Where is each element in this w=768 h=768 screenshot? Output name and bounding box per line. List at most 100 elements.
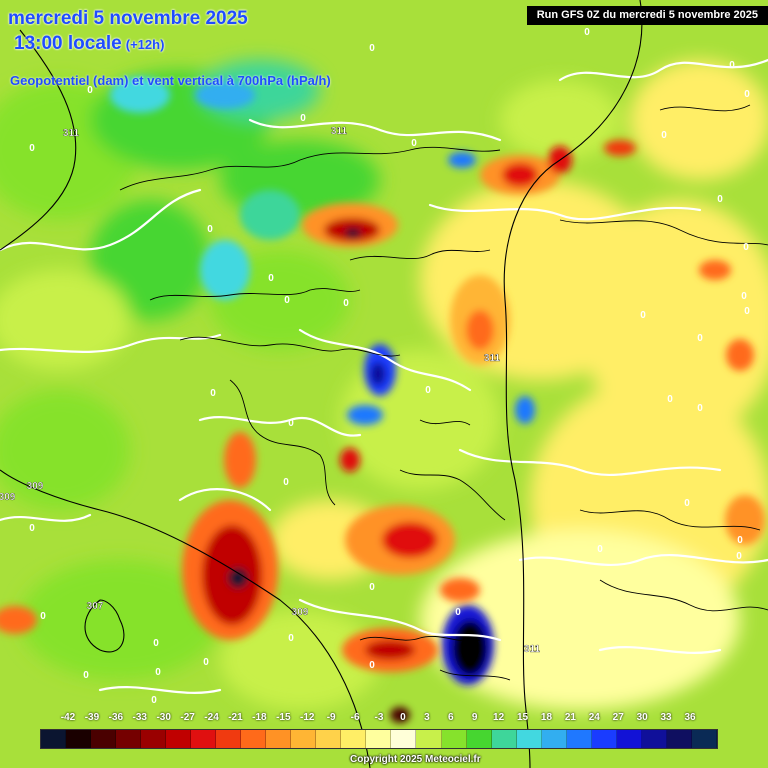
lead-time: (+12h) <box>125 37 165 52</box>
legend-tick-label: -3 <box>374 712 384 723</box>
zero-label: 0 <box>455 607 461 618</box>
zero-label: 0 <box>210 388 216 399</box>
zero-label: 0 <box>697 403 703 414</box>
zero-label: 0 <box>284 295 290 306</box>
zero-contours <box>0 58 768 694</box>
legend-color-cell <box>141 730 167 748</box>
legend-ticks: -42 -39 -36 -33 -30 -27 -24 -21 -18 -15 -12 -9 -6 -3 0… <box>40 712 718 726</box>
legend-color-cell <box>266 730 292 748</box>
zero-label: 0 <box>369 660 375 671</box>
zero-label: 0 <box>300 113 306 124</box>
legend-color-cell <box>691 730 717 748</box>
legend-tick-label: 21 <box>564 712 576 723</box>
zero-label: 0 <box>288 418 294 429</box>
legend-color-cell <box>566 730 592 748</box>
geopotential-label: 309 <box>27 481 44 492</box>
zero-label: 0 <box>697 333 703 344</box>
field-description: Geopotentiel (dam) et vent vertical à 70… <box>10 73 331 88</box>
forecast-time: 13:00 locale (+12h) <box>14 33 164 55</box>
descent-areas <box>0 140 765 723</box>
legend-tick-label: 36 <box>684 712 696 723</box>
legend-color-cell <box>616 730 642 748</box>
legend-tick-label: -15 <box>276 712 291 723</box>
zero-label: 0 <box>203 657 209 668</box>
zero-label: 0 <box>640 310 646 321</box>
legend-tick-label: 24 <box>588 712 600 723</box>
zero-label: 0 <box>741 291 747 302</box>
legend-tick-label: 6 <box>447 712 454 723</box>
forecast-time-label: 13:00 locale <box>14 33 122 54</box>
geopotential-labels: 311 311 311 311 309 309 309 307 <box>0 126 541 655</box>
legend-tick-label: -27 <box>180 712 195 723</box>
legend-tick-label: -30 <box>156 712 171 723</box>
zero-label: 0 <box>744 306 750 317</box>
zero-label: 0 <box>743 242 749 253</box>
legend-color-cell <box>641 730 667 748</box>
legend-color-cell <box>66 730 92 748</box>
zero-label: 0 <box>268 273 274 284</box>
zero-label: 0 <box>343 298 349 309</box>
legend-tick-label: 3 <box>424 712 430 723</box>
zero-label: 0 <box>584 27 590 38</box>
legend-color-cell <box>191 730 217 748</box>
geopotential-label: 311 <box>524 644 541 655</box>
zero-label: 0 <box>736 551 742 562</box>
legend-tick-label: -12 <box>299 712 315 723</box>
legend-tick-label: 15 <box>516 712 529 723</box>
legend-color-cell <box>491 730 517 748</box>
zero-label: 0 <box>29 143 35 154</box>
legend-tick-label: 30 <box>636 712 648 723</box>
zero-label: 0 <box>411 138 417 149</box>
legend-color-cell <box>241 730 267 748</box>
legend-tick-label: -39 <box>84 712 100 723</box>
legend-color-cell <box>516 730 542 748</box>
zero-label: 0 <box>717 194 723 205</box>
zero-label: 0 <box>153 638 159 649</box>
legend-color-cell <box>416 730 442 748</box>
legend-color-cell <box>166 730 192 748</box>
legend-color-cell <box>366 730 392 748</box>
zero-label: 0 <box>288 633 294 644</box>
legend-color-cell <box>466 730 492 748</box>
legend-color-cell <box>91 730 117 748</box>
zero-value-labels: 0 0 0 0 0 0 0 0 0 0 0 0 0 0 0 0 0 0 0 0 … <box>29 27 750 706</box>
ascent-areas <box>110 77 535 685</box>
legend-color-cell <box>591 730 617 748</box>
geopotential-label: 311 <box>63 128 80 139</box>
geopotential-label: 309 <box>0 492 16 503</box>
zero-label: 0 <box>40 611 46 622</box>
legend-color-cell <box>441 730 467 748</box>
geopotential-label: 309 <box>292 607 309 618</box>
legend-tick-label: 33 <box>660 712 672 723</box>
geopotential-label: 307 <box>87 601 104 612</box>
legend-tick-label: -36 <box>108 712 124 723</box>
legend-tick-label: 0 <box>400 712 406 723</box>
legend-tick-label: 18 <box>540 712 553 723</box>
legend-tick-label: -18 <box>252 712 267 723</box>
legend-color-cell <box>391 730 417 748</box>
zero-label: 0 <box>667 394 673 405</box>
zero-label: 0 <box>425 385 431 396</box>
legend-tick-label: -24 <box>204 712 219 723</box>
geopotential-label: 311 <box>484 353 501 364</box>
zero-label: 0 <box>597 544 603 555</box>
legend-color-cell <box>116 730 142 748</box>
geopotential-contours <box>0 0 643 768</box>
legend-color-cell <box>291 730 317 748</box>
run-info: Run GFS 0Z du mercredi 5 novembre 2025 <box>526 6 768 25</box>
legend-color-cell <box>41 730 67 748</box>
legend-tick-label: -6 <box>350 712 360 723</box>
zero-label: 0 <box>151 695 157 706</box>
geopotential-label: 311 <box>331 126 348 137</box>
legend-color-cell <box>541 730 567 748</box>
zero-label: 0 <box>83 670 89 681</box>
legend-color-cell <box>341 730 367 748</box>
legend-tick-label: -9 <box>326 712 336 723</box>
legend-color-cell <box>666 730 692 748</box>
zero-label: 0 <box>369 582 375 593</box>
forecast-date: mercredi 5 novembre 2025 <box>8 8 248 29</box>
legend-tick-label: -42 <box>60 712 76 723</box>
zero-label: 0 <box>369 43 375 54</box>
